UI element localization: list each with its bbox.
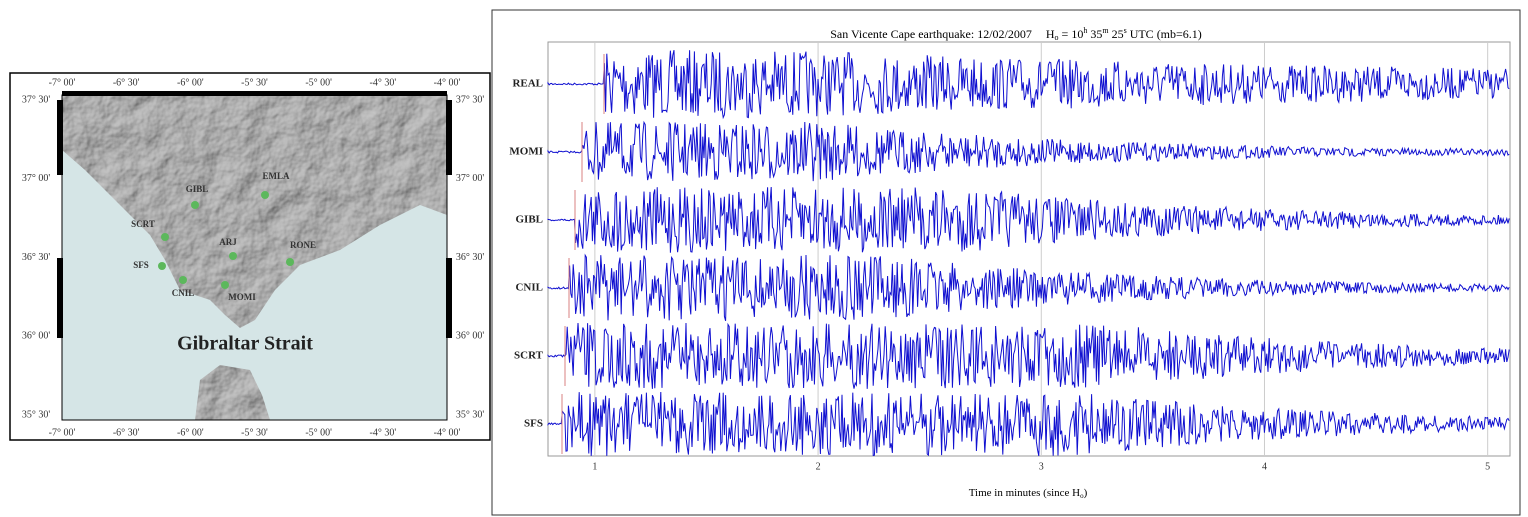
lon-label: -6° 30' (113, 427, 140, 438)
lon-label: -6° 00' (177, 427, 204, 438)
trace-label: SFS (524, 418, 543, 430)
x-tick-label: 5 (1485, 461, 1490, 472)
lon-label: -5° 00' (305, 77, 332, 88)
x-tick-label: 3 (1039, 461, 1044, 472)
lon-label: -6° 00' (177, 77, 204, 88)
lat-label: 36° 00' (456, 331, 484, 342)
title-text: 35 (1090, 27, 1102, 41)
waveform (547, 49, 1510, 120)
title-text: s (1124, 26, 1127, 35)
map-panel: -7° 00' -7° 00' -6° 30' -6° 30' -6° 00' -6° 0… (9, 72, 491, 441)
strait-label: Gibraltar Strait (177, 333, 313, 355)
station-label: RONE (290, 240, 316, 250)
station-label: SFS (133, 260, 149, 270)
station-label: GIBL (186, 184, 209, 194)
station-label: ARJ (219, 237, 237, 247)
seismogram-title: San Vicente Cape earthquake: 12/02/2007 H… (830, 26, 1202, 42)
title-text: m (1102, 26, 1109, 35)
title-text: UTC (mb=6.1) (1130, 27, 1202, 41)
station (286, 258, 294, 266)
title-text: o (1055, 33, 1059, 42)
x-tick-label: 2 (816, 461, 821, 472)
lon-label: -4° 30' (370, 77, 397, 88)
station-label: EMLA (263, 171, 291, 181)
station-label: MOMI (228, 292, 256, 302)
land (195, 365, 270, 420)
lat-label: 37° 00' (22, 173, 50, 184)
waveform (547, 253, 1510, 322)
waveform (547, 186, 1510, 253)
trace-label: SCRT (514, 350, 544, 362)
lat-label: 35° 30' (22, 409, 50, 420)
lon-label: -7° 00' (49, 77, 76, 88)
map-bar (446, 258, 452, 338)
station-label: CNIL (172, 288, 195, 298)
trace-label: REAL (512, 78, 543, 90)
lat-label: 35° 30' (456, 409, 484, 420)
trace-label: GIBL (515, 214, 543, 226)
lon-label: -4° 00' (434, 77, 461, 88)
trace-label: MOMI (509, 146, 543, 158)
station (261, 191, 269, 199)
map-bar (57, 258, 63, 338)
plot-area (547, 41, 1511, 457)
station (158, 262, 166, 270)
x-tick-label: 1 (592, 461, 597, 472)
lat-label: 36° 30' (22, 252, 50, 263)
lon-label: -6° 30' (113, 77, 140, 88)
trace-label: CNIL (515, 282, 543, 294)
title-text: San Vicente Cape earthquake: 12/02/2007 (830, 27, 1032, 41)
station (191, 201, 199, 209)
x-axis-label: Time in minutes (since Ho) (969, 487, 1088, 500)
waveform (547, 391, 1510, 457)
xlabel-text: Time in minutes (since H (969, 487, 1080, 499)
title-text: = 10 (1062, 27, 1084, 41)
x-tick-label: 4 (1262, 461, 1267, 472)
station-label: SCRT (131, 219, 155, 229)
land (62, 95, 447, 328)
waveform (547, 120, 1510, 182)
station (161, 233, 169, 241)
lat-label: 36° 00' (22, 331, 50, 342)
waveform (547, 322, 1510, 389)
xlabel-text: ) (1084, 487, 1088, 499)
lon-label: -7° 00' (49, 427, 76, 438)
lat-label: 36° 30' (456, 252, 484, 263)
xlabel-text: o (1080, 492, 1084, 500)
lon-label: -5° 30' (241, 77, 268, 88)
title-text: H (1046, 27, 1055, 41)
lat-label: 37° 00' (456, 173, 484, 184)
map-bar (62, 91, 447, 96)
lon-label: -5° 30' (241, 427, 268, 438)
seismogram-panel: San Vicente Cape earthquake: 12/02/2007 H… (491, 9, 1521, 516)
lat-label: 37° 30' (456, 94, 484, 105)
title-text: h (1083, 26, 1087, 35)
lon-label: -5° 00' (305, 427, 332, 438)
title-text: 25 (1112, 27, 1124, 41)
map-bar (446, 100, 452, 175)
station (221, 281, 229, 289)
station (229, 252, 237, 260)
lon-label: -4° 00' (434, 427, 461, 438)
lon-label: -4° 30' (370, 427, 397, 438)
station (179, 276, 187, 284)
map-bar (57, 100, 63, 175)
lat-label: 37° 30' (22, 94, 50, 105)
